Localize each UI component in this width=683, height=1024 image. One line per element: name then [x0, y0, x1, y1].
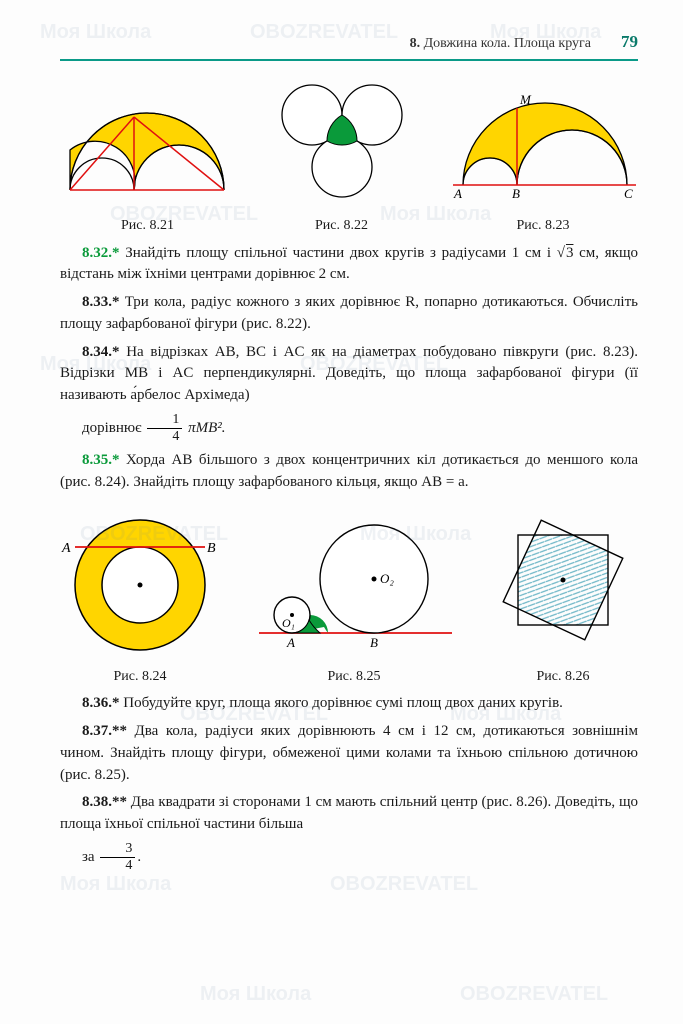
header-rule [60, 59, 638, 61]
section-num: 8. [410, 36, 421, 51]
figure-8-23: M A B C Рис. 8.23 [448, 90, 638, 237]
frac-den: 4 [100, 858, 135, 873]
watermark: Моя Школа [200, 980, 311, 1009]
fig-caption: Рис. 8.23 [448, 216, 638, 236]
fig-caption: Рис. 8.26 [488, 667, 638, 687]
fig-caption: Рис. 8.21 [60, 216, 235, 236]
problem-8-32: 8.32.* Знайдіть площу спільної частини д… [60, 243, 638, 287]
problem-num: 8.36.* [82, 695, 120, 711]
frac-num: 1 [147, 413, 182, 429]
problem-num: 8.33.* [82, 294, 120, 310]
figure-8-25: O₁ O₂ A B Рис. 8.25 [254, 505, 454, 687]
label-C: C [624, 186, 633, 201]
problem-8-35: 8.35.* Хорда AB більшого з двох концентр… [60, 450, 638, 494]
problem-8-34: 8.34.* На відрізках AB, BC і AC як на ді… [60, 342, 638, 407]
problem-text: . [137, 849, 141, 865]
figure-row-mid: A B Рис. 8.24 O₁ O₂ A B Рис. 8.25 [60, 505, 638, 687]
problem-text: Два квадрати зі сторонами 1 см мають спі… [60, 794, 638, 832]
problem-8-36: 8.36.* Побудуйте круг, площа якого дорів… [60, 693, 638, 715]
fig-8-25-svg: O₁ O₂ A B [254, 505, 454, 655]
problem-text: Два кола, радіуси яких дорівнюють 4 см і… [60, 723, 638, 783]
problem-text: Побудуйте круг, площа якого дорівнює сум… [120, 695, 563, 711]
label-A: A [286, 635, 295, 650]
fraction: 34 [100, 842, 135, 873]
figure-8-26: Рис. 8.26 [488, 505, 638, 687]
problem-8-34-tail: дорівнює 14 πMB². [60, 413, 638, 444]
label-A: A [61, 541, 71, 556]
label-B: B [207, 541, 216, 556]
problem-num: 8.34.* [82, 344, 120, 360]
frac-num: 3 [100, 842, 135, 858]
problem-8-38-tail: за 34. [60, 842, 638, 873]
fig-caption: Рис. 8.22 [267, 216, 417, 236]
frac-den: 4 [147, 429, 182, 444]
label-A: A [453, 186, 462, 201]
page-number: 79 [621, 30, 638, 55]
problem-8-38: 8.38.** Два квадрати зі сторонами 1 см м… [60, 792, 638, 836]
problem-num: 8.32.* [82, 245, 120, 261]
problem-num: 8.38.** [82, 794, 127, 810]
figure-row-top: Рис. 8.21 Рис. 8.22 M A B C Рис. 8.23 [60, 75, 638, 237]
label-O1: O₁ [282, 616, 295, 630]
page-header: 8. Довжина кола. Площа круга 79 [60, 30, 638, 55]
watermark: OBOZREVATEL [460, 980, 608, 1009]
fig-caption: Рис. 8.25 [254, 667, 454, 687]
problem-num: 8.35.* [82, 452, 120, 468]
problem-8-37: 8.37.** Два кола, радіуси яких дорівнюют… [60, 721, 638, 786]
problem-text: Три кола, радіус кожного з яких дорівнює… [60, 294, 638, 332]
section-title-text: Довжина кола. Площа круга [424, 36, 591, 51]
problem-text: Знайдіть площу спільної частини двох кру… [120, 245, 557, 261]
fig-8-24-svg: A B [60, 505, 220, 655]
fig-8-26-svg [488, 505, 638, 655]
watermark: Моя Школа [60, 870, 171, 899]
problem-text: πMB². [184, 420, 225, 436]
section-title: 8. Довжина кола. Площа круга [410, 34, 591, 54]
problem-text: дорівнює [82, 420, 145, 436]
problem-8-33: 8.33.* Три кола, радіус кожного з яких д… [60, 292, 638, 336]
problem-text: за [82, 849, 98, 865]
fraction: 14 [147, 413, 182, 444]
fig-caption: Рис. 8.24 [60, 667, 220, 687]
figure-8-22: Рис. 8.22 [267, 75, 417, 237]
figure-8-21: Рис. 8.21 [60, 95, 235, 237]
figure-8-24: A B Рис. 8.24 [60, 505, 220, 687]
problem-text: Хорда AB більшого з двох концентричних к… [60, 452, 638, 490]
label-O2: O₂ [380, 571, 394, 586]
fig-8-22-svg [267, 75, 417, 205]
problem-text: На відрізках AB, BC і AC як на діаметрах… [60, 344, 638, 404]
label-M: M [519, 92, 532, 107]
label-B: B [512, 186, 520, 201]
problem-num: 8.37.** [82, 723, 127, 739]
watermark: OBOZREVATEL [330, 870, 478, 899]
fig-8-21-svg [60, 95, 235, 205]
fig-8-23-svg: M A B C [448, 90, 638, 205]
label-B: B [370, 635, 378, 650]
